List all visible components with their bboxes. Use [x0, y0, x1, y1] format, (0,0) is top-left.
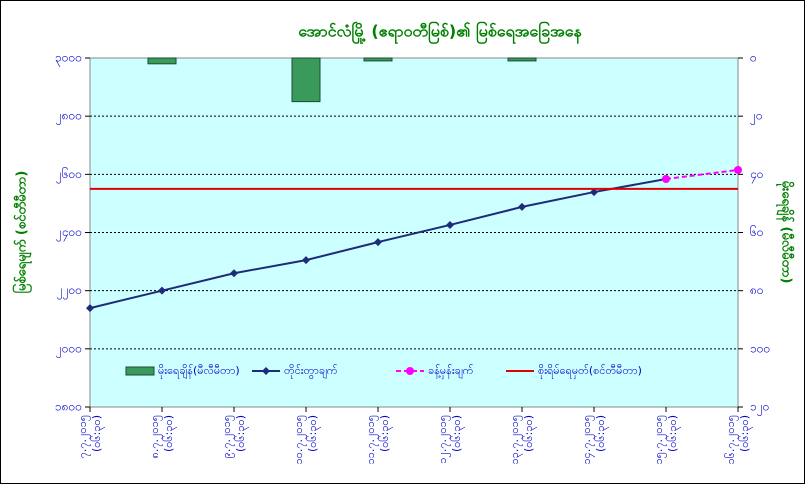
y2-tick-label: ၄၀ — [750, 167, 764, 184]
y2-tick-label: ၁၂၀ — [750, 400, 769, 417]
y2-tick-label: ၁၀၀ — [750, 341, 770, 355]
y-tick-label: ၂၈၀၀ — [56, 109, 82, 126]
y2-tick-label: ၀ — [750, 51, 757, 65]
x-tick-label: ၇.၇.၂၀၁၅(၀၆:၃၀) — [76, 415, 105, 458]
x-tick-label-part: (၀၆:၃၀) — [234, 415, 249, 452]
x-tick-label: ၉.၇.၂၀၁၅(၀၆:၃၀) — [220, 415, 249, 458]
x-tick-label-part: ၁၀.၇.၂၀၁၅ — [292, 415, 307, 465]
point — [518, 202, 526, 211]
point — [446, 220, 454, 229]
y-axis-label: မြစ်ရေမျက် (စင်တီမီတာ) — [12, 171, 33, 294]
y2-tick-label: ၂၀ — [750, 109, 763, 126]
y2-axis-label: မိုးရေချိန် (မီလီမီတာ) — [776, 181, 796, 284]
legend-marker — [406, 367, 414, 375]
x-tick-label-part: (၀၆:၃၀) — [594, 415, 609, 452]
y-tick-label: ၂၂၀၀ — [57, 283, 82, 300]
x-tick-label: ၁၆.၇.၂၀၁၅(၀၆:၃၀) — [724, 415, 753, 465]
legend-label: ခန့်မှန်းချက် — [428, 364, 474, 379]
y2-tick-label: ၈၀ — [750, 283, 764, 297]
line — [665, 168, 739, 180]
x-tick-label-part: ၇.၇.၂၀၁၅ — [76, 415, 91, 458]
x-tick-label-part: (၀၆:၃၀) — [738, 415, 753, 452]
legend-marker — [262, 367, 270, 375]
x-tick-label-part: (၀၆:၃၀) — [450, 415, 465, 452]
y2-tick-label: ၆၀ — [750, 224, 764, 239]
x-tick-label-part: ၁၁.၇.၂၀၁၅ — [364, 415, 379, 465]
x-tick-label-part: (၀၆:၃၀) — [90, 415, 105, 452]
x-tick-label: ၁၃.၇.၂၀၁၅(၀၆:၃၀) — [508, 415, 537, 465]
x-tick-label-part: ၁၆.၇.၂၀၁၅ — [724, 415, 739, 465]
y-tick-label: ၂၆၀၀ — [56, 166, 82, 184]
x-tick-label: ၁၅.၇.၂၀၁၅(၀၆:၃၀) — [652, 415, 681, 465]
legend-label: တိုင်းတွာချက် — [284, 364, 338, 379]
x-tick-label: ၁၀.၇.၂၀၁၅(၀၆:၃၀) — [292, 415, 321, 465]
bar — [147, 57, 177, 65]
point — [230, 269, 238, 278]
x-tick-label: ၁၄.၇.၂၀၁၅(၀၆:၃၀) — [580, 415, 609, 465]
point — [86, 304, 94, 313]
point — [158, 286, 166, 295]
x-tick-label-part: (၀၆:၃၀) — [162, 415, 177, 452]
x-tick-label-part: ၁၅.၇.၂၀၁၅ — [652, 415, 667, 465]
point — [590, 188, 598, 197]
y-tick-label: ၂၀၀၀ — [56, 341, 82, 358]
y-tick-label: ၃၀၀၀ — [55, 51, 82, 68]
x-tick-label: ၈.၇.၂၀၁၅(၀၆:၃၀) — [148, 415, 177, 458]
legend-label: မိုးရေချိန်(မီလီမီတာ) — [158, 364, 240, 379]
bar — [363, 57, 393, 62]
x-tick-label-part: ၁၄.၇.၂၀၁၅ — [580, 415, 595, 465]
x-tick-label-part: (၀၆:၃၀) — [306, 415, 321, 452]
y-tick-label: ၁၈၀၀ — [55, 400, 82, 414]
point — [302, 256, 310, 265]
point — [662, 174, 670, 183]
x-tick-label-part: ၉.၇.၂၀၁၅ — [220, 415, 235, 458]
x-tick-label-part: (၀၆:၃၀) — [666, 415, 681, 452]
y-tick-label: ၂၄၀၀ — [56, 225, 82, 242]
legend-label: စိုးရိမ်ရေမှတ်(စင်တီမီတာ) — [538, 364, 642, 379]
point — [374, 238, 382, 247]
x-tick-label-part: (၀၆:၃၀) — [378, 415, 393, 452]
x-tick-label-part: ၈.၇.၂၀၁၅ — [148, 415, 163, 458]
legend-swatch — [125, 366, 155, 376]
x-tick-label-part: ၁၂.၇.၂၀၁၅ — [436, 415, 451, 464]
x-tick-label: ၁၁.၇.၂၀၁၅(၀၆:၃၀) — [364, 415, 393, 465]
point — [734, 165, 742, 174]
bar — [291, 57, 321, 103]
x-tick-label: ၁၂.၇.၂၀၁၅(၀၆:၃၀) — [436, 415, 465, 464]
x-tick-label-part: (၀၆:၃၀) — [522, 415, 537, 452]
bar — [507, 57, 537, 62]
x-tick-label-part: ၁၃.၇.၂၀၁၅ — [508, 415, 523, 465]
